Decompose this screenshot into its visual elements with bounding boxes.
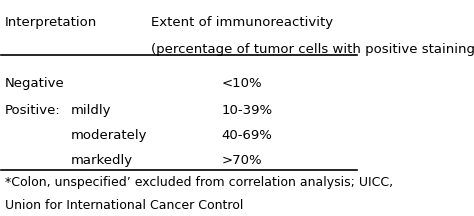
Text: *Colon, unspecified’ excluded from correlation analysis; UICC,: *Colon, unspecified’ excluded from corre… <box>5 176 393 189</box>
Text: Extent of immunoreactivity: Extent of immunoreactivity <box>151 16 333 29</box>
Text: Interpretation: Interpretation <box>5 16 97 29</box>
Text: Positive:: Positive: <box>5 104 61 117</box>
Text: (percentage of tumor cells with positive staining): (percentage of tumor cells with positive… <box>151 43 474 56</box>
Text: 40-69%: 40-69% <box>221 129 273 142</box>
Text: 10-39%: 10-39% <box>221 104 273 117</box>
Text: Union for International Cancer Control: Union for International Cancer Control <box>5 199 243 212</box>
Text: <10%: <10% <box>221 77 262 90</box>
Text: >70%: >70% <box>221 154 262 167</box>
Text: moderately: moderately <box>71 129 147 142</box>
Text: Negative: Negative <box>5 77 64 90</box>
Text: markedly: markedly <box>71 154 133 167</box>
Text: mildly: mildly <box>71 104 111 117</box>
